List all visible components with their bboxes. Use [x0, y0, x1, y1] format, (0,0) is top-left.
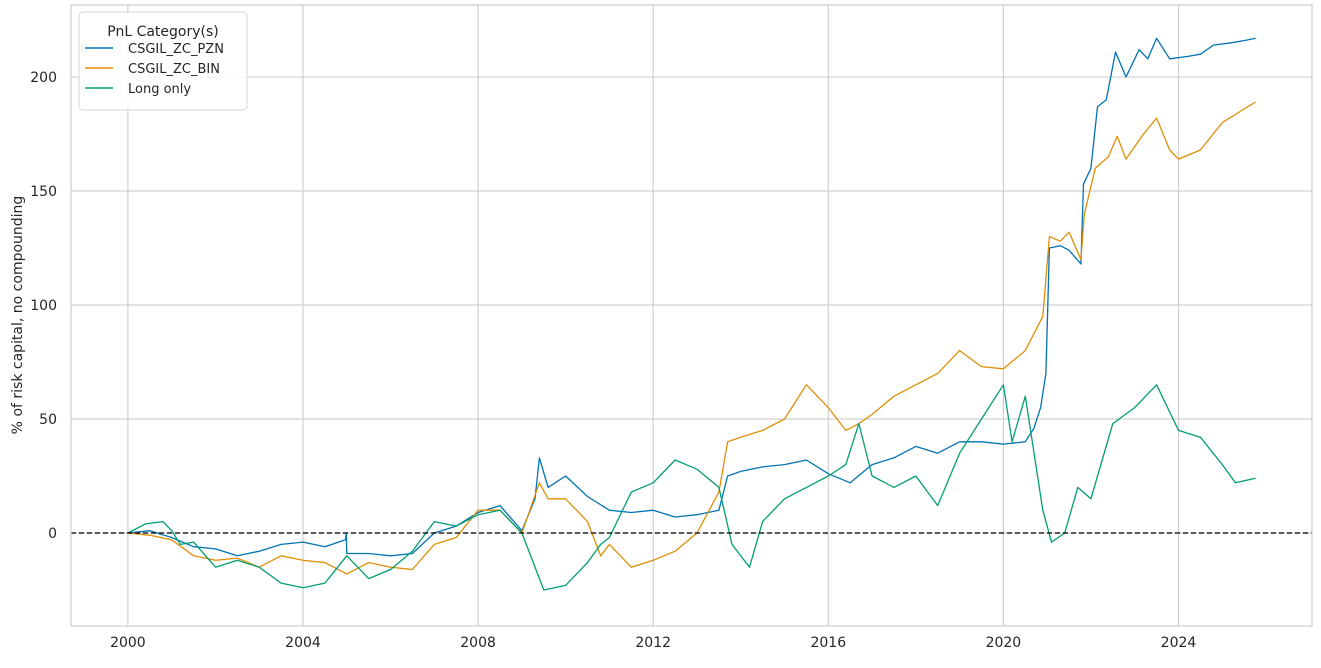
y-axis: 0 50 100 150 200 — [30, 70, 57, 542]
x-tick-label: 2008 — [460, 635, 496, 651]
x-tick-label: 2024 — [1161, 635, 1197, 651]
x-tick-label: 2004 — [285, 635, 321, 651]
y-tick-label: 200 — [30, 70, 57, 86]
grid — [71, 5, 1312, 626]
x-axis: 2000 2004 2008 2012 2016 2020 2024 — [110, 635, 1196, 651]
legend-entry: Long only — [128, 82, 191, 97]
y-axis-label: % of risk capital, no compounding — [10, 196, 26, 435]
y-tick-label: 50 — [39, 412, 57, 428]
legend-entry: CSGIL_ZC_PZN — [128, 42, 224, 57]
y-tick-label: 0 — [48, 526, 57, 542]
series-line-csgil-zc-pzn — [127, 37, 1256, 557]
series-line-csgil-zc-bin — [127, 101, 1256, 575]
legend-title: PnL Category(s) — [107, 24, 219, 40]
y-tick-label: 100 — [30, 298, 57, 314]
series-lines — [127, 37, 1256, 591]
y-tick-label: 150 — [30, 184, 57, 200]
x-tick-label: 2012 — [635, 635, 671, 651]
legend-entry: CSGIL_ZC_BIN — [128, 62, 220, 77]
x-tick-label: 2016 — [810, 635, 846, 651]
plot-frame — [70, 4, 1313, 627]
x-tick-label: 2020 — [986, 635, 1022, 651]
legend: PnL Category(s) CSGIL_ZC_PZN CSGIL_ZC_BIN… — [78, 11, 248, 111]
x-tick-label: 2000 — [110, 635, 146, 651]
